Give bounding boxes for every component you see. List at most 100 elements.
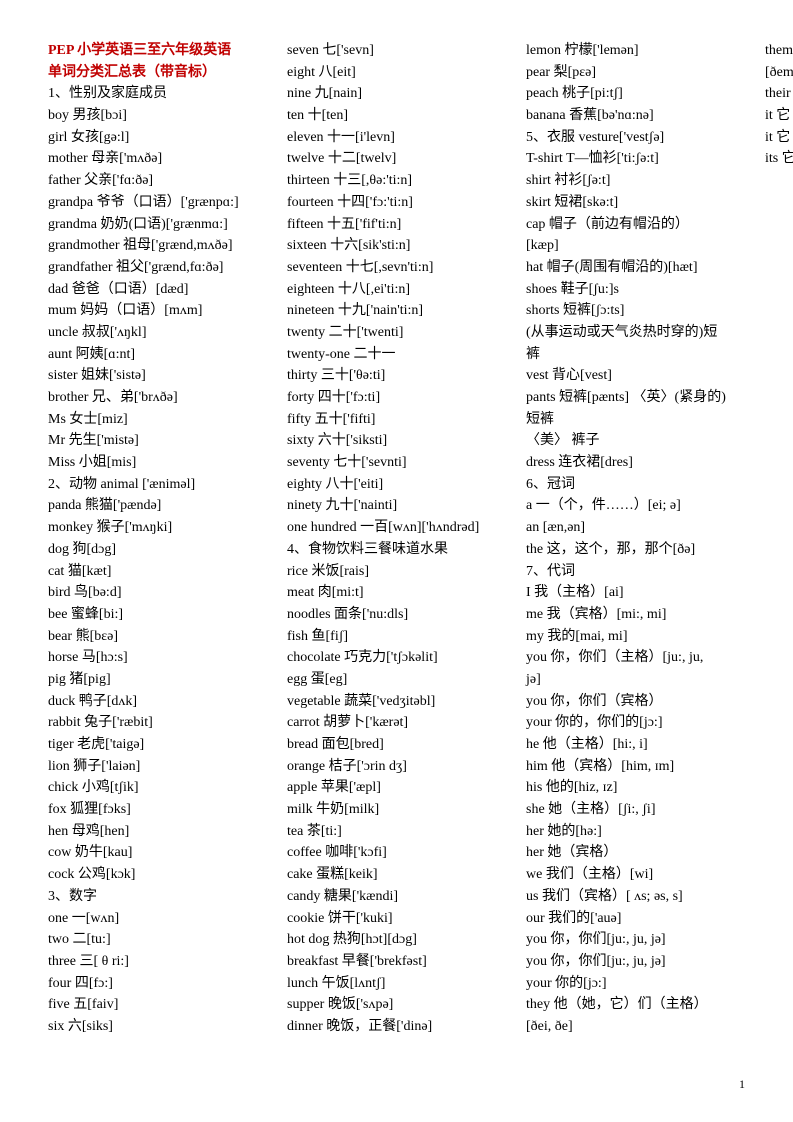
vocab-line: him 他（宾格）[him, ɪm] (526, 756, 745, 778)
doc-title-2: 单词分类汇总表（带音标） (48, 62, 267, 84)
vocab-line: supper 晚饭['sʌpə] (287, 994, 506, 1016)
vocab-line: 5、衣服 vesture['vestʃə] (526, 127, 745, 149)
vocab-line: ten 十[ten] (287, 105, 506, 127)
vocab-line: 7、代词 (526, 561, 745, 583)
vocab-line: cookie 饼干['kuki] (287, 908, 506, 930)
vocab-line: your 你的，你们的[jɔ:] (526, 712, 745, 734)
vocab-line: carrot 胡萝卜['kærət] (287, 712, 506, 734)
vocab-line: their 他（她，它）们的[ðɛə] (765, 83, 793, 105)
vocab-line: tea 茶[ti:] (287, 821, 506, 843)
vocab-line: duck 鸭子[dʌk] (48, 691, 267, 713)
vocab-line: hat 帽子(周围有帽沿的)[hæt] (526, 257, 745, 279)
vocab-line: milk 牛奶[milk] (287, 799, 506, 821)
vocab-line: eighty 八十['eiti] (287, 474, 506, 496)
vocab-line: twenty 二十['twenti] (287, 322, 506, 344)
vocab-line: breakfast 早餐['brekfəst] (287, 951, 506, 973)
vocab-line: grandpa 爷爷（口语）['grænpɑ:] (48, 192, 267, 214)
vocab-line: grandfather 祖父['grænd,fɑ:ðə] (48, 257, 267, 279)
vocab-line: peach 桃子[pi:tʃ] (526, 83, 745, 105)
vocab-line: dad 爸爸（口语）[dæd] (48, 279, 267, 301)
vocab-line: it 它（宾格）[it] (765, 127, 793, 149)
vocab-line: tiger 老虎['taigə] (48, 734, 267, 756)
vocab-line: dress 连衣裙[dres] (526, 452, 745, 474)
vocab-line: seven 七['sevn] (287, 40, 506, 62)
vocab-line: monkey 猴子['mʌŋki] (48, 517, 267, 539)
vocab-line: cat 猫[kæt] (48, 561, 267, 583)
vocab-line: Ms 女士[miz] (48, 409, 267, 431)
vocab-line: [kæp] (526, 235, 745, 257)
vocab-line: Miss 小姐[mis] (48, 452, 267, 474)
vocab-line: 〈美〉 裤子 (526, 430, 745, 452)
vocab-line: (从事运动或天气炎热时穿的)短 (526, 322, 745, 344)
vocab-line: sixty 六十['siksti] (287, 430, 506, 452)
vocab-line: fifty 五十['fifti] (287, 409, 506, 431)
vocab-line: his 他的[hiz, ɪz] (526, 777, 745, 799)
vocab-line: your 你的[jɔ:] (526, 973, 745, 995)
vocab-line: skirt 短裙[skə:t] (526, 192, 745, 214)
vocab-line: she 她（主格）[ʃi:, ʃi] (526, 799, 745, 821)
vocab-line: uncle 叔叔['ʌŋkl] (48, 322, 267, 344)
vocab-line: forty 四十['fɔ:ti] (287, 387, 506, 409)
vocab-line: thirteen 十三[,θə:'ti:n] (287, 170, 506, 192)
vocab-line: nine 九[nain] (287, 83, 506, 105)
vocab-line: father 父亲['fɑ:ðə] (48, 170, 267, 192)
vocab-line: 短裤 (526, 409, 745, 431)
vocab-line: bee 蜜蜂[bi:] (48, 604, 267, 626)
vocab-line: cow 奶牛[kau] (48, 842, 267, 864)
vocab-line: [ðem, ðəm] (765, 62, 793, 84)
vocab-line: them 他（她，它）们（宾格） (765, 40, 793, 62)
vocab-line: nineteen 十九['nain'ti:n] (287, 300, 506, 322)
vocab-line: me 我（宾格）[mi:, mi] (526, 604, 745, 626)
vocab-line: grandma 奶奶(口语)['grænmɑ:] (48, 214, 267, 236)
vocab-line: three 三[ θ ri:] (48, 951, 267, 973)
vocab-line: one 一[wʌn] (48, 908, 267, 930)
doc-title-1: PEP 小学英语三至六年级英语 (48, 40, 267, 62)
vocab-line: fox 狐狸[fɔks] (48, 799, 267, 821)
vocab-line: bread 面包[bred] (287, 734, 506, 756)
vocab-line: he 他（主格）[hi:, i] (526, 734, 745, 756)
document-columns: PEP 小学英语三至六年级英语 单词分类汇总表（带音标） 1、性别及家庭成员bo… (48, 40, 745, 1050)
vocab-line: you 你，你们（宾格） (526, 691, 745, 713)
vocab-line: horse 马[hɔ:s] (48, 647, 267, 669)
vocab-line: shoes 鞋子[ʃu:]s (526, 279, 745, 301)
vocab-line: eighteen 十八[,ei'ti:n] (287, 279, 506, 301)
vocab-line: our 我们的['auə] (526, 908, 745, 930)
vocab-line: ninety 九十['nainti] (287, 495, 506, 517)
vocab-line: lion 狮子['laiən] (48, 756, 267, 778)
vocab-line: boy 男孩[bɔi] (48, 105, 267, 127)
vocab-line: pants 短裤[pænts] 〈英〉(紧身的) (526, 387, 745, 409)
vocab-line: my 我的[mai, mi] (526, 626, 745, 648)
vocab-line: rabbit 兔子['ræbit] (48, 712, 267, 734)
vocab-line: vest 背心[vest] (526, 365, 745, 387)
page-number: 1 (739, 1075, 745, 1094)
vocab-line: lemon 柠檬['lemən] (526, 40, 745, 62)
vocab-line: 3、数字 (48, 886, 267, 908)
vocab-line: lunch 午饭[lʌntʃ] (287, 973, 506, 995)
vocab-line: a 一（个，件……）[ei; ə] (526, 495, 745, 517)
vocab-line: meat 肉[mi:t] (287, 582, 506, 604)
vocab-line: T-shirt T—恤衫['ti:ʃə:t] (526, 148, 745, 170)
vocab-line: sister 姐妹['sistə] (48, 365, 267, 387)
vocab-line: you 你，你们[ju:, ju, jə] (526, 951, 745, 973)
vocab-line: apple 苹果['æpl] (287, 777, 506, 799)
vocab-line: brother 兄、弟['brʌðə] (48, 387, 267, 409)
vocab-line: bird 鸟[bə:d] (48, 582, 267, 604)
vocab-line: cap 帽子（前边有帽沿的） (526, 214, 745, 236)
vocab-line: seventeen 十七[,sevn'ti:n] (287, 257, 506, 279)
vocab-line: you 你，你们（主格）[ju:, ju, (526, 647, 745, 669)
vocab-line: candy 糖果['kændi] (287, 886, 506, 908)
vocab-line: one hundred 一百[wʌn]['hʌndrəd] (287, 517, 506, 539)
vocab-line: egg 蛋[eg] (287, 669, 506, 691)
vocab-line: twelve 十二[twelv] (287, 148, 506, 170)
vocab-line: noodles 面条['nu:dls] (287, 604, 506, 626)
vocab-line: shirt 衬衫[ʃə:t] (526, 170, 745, 192)
vocab-line: hen 母鸡[hen] (48, 821, 267, 843)
vocab-line: I 我（主格）[ai] (526, 582, 745, 604)
vocab-line: her 她（宾格） (526, 842, 745, 864)
vocab-line: mum 妈妈（口语）[mʌm] (48, 300, 267, 322)
vocab-line: seventy 七十['sevnti] (287, 452, 506, 474)
vocab-line: us 我们（宾格）[ ʌs; əs, s] (526, 886, 745, 908)
vocab-line: 1、性别及家庭成员 (48, 83, 267, 105)
vocab-line: fourteen 十四['fɔ:'ti:n] (287, 192, 506, 214)
vocab-line: grandmother 祖母['grænd,mʌðə] (48, 235, 267, 257)
